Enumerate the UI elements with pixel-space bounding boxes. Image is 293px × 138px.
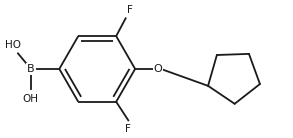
- Text: O: O: [154, 64, 162, 74]
- Text: OH: OH: [23, 94, 39, 104]
- Text: F: F: [127, 5, 132, 14]
- Text: F: F: [125, 124, 130, 135]
- Text: HO: HO: [6, 40, 21, 50]
- Text: B: B: [27, 64, 35, 74]
